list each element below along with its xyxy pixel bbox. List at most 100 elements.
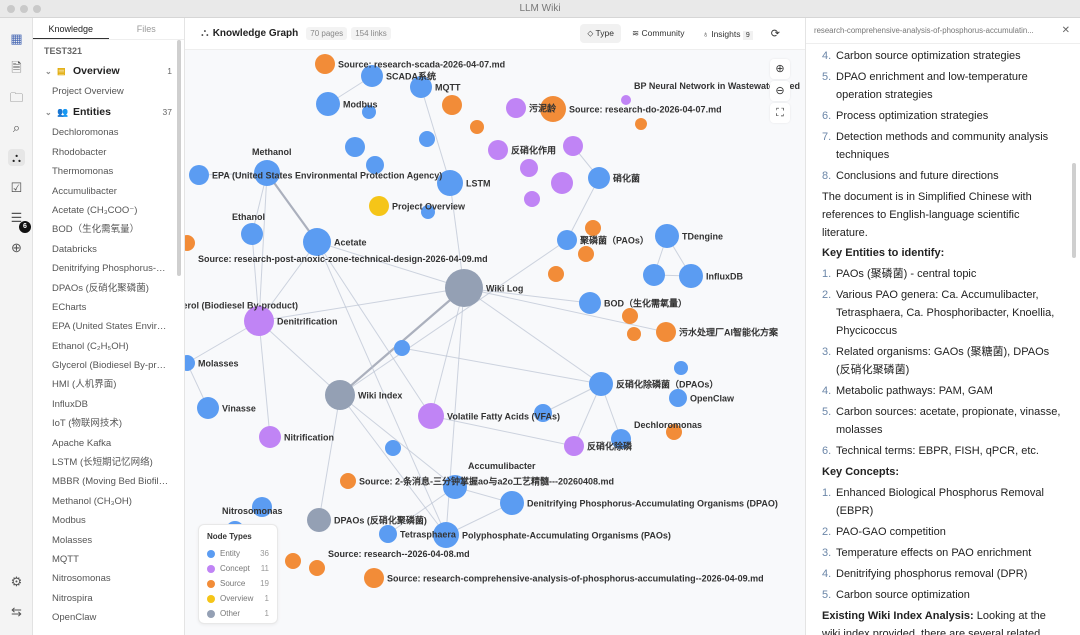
node-circle-entity[interactable] — [394, 340, 410, 356]
node-circle-entity[interactable] — [674, 361, 688, 375]
node-circle-source[interactable] — [627, 327, 641, 341]
node-circle-entity[interactable] — [579, 292, 601, 314]
graph-node[interactable] — [366, 156, 384, 174]
node-circle-source[interactable] — [185, 235, 195, 251]
community-button[interactable]: ≋ Community — [625, 24, 691, 43]
graph-node[interactable] — [437, 170, 463, 196]
sidebar-item[interactable]: Acetate (CH₃COO⁻) — [52, 204, 138, 216]
graph-node[interactable] — [506, 98, 526, 118]
node-circle-source[interactable] — [585, 220, 601, 236]
sidebar-item[interactable]: Nitrosomonas — [52, 573, 111, 585]
node-circle-entity[interactable] — [557, 230, 577, 250]
node-circle-entity[interactable] — [189, 165, 209, 185]
node-circle-entity[interactable] — [303, 228, 331, 256]
node-circle-entity[interactable] — [437, 170, 463, 196]
graph-node[interactable] — [340, 473, 356, 489]
node-circle-concept[interactable] — [488, 140, 508, 160]
node-circle-overview[interactable] — [369, 196, 389, 216]
graph-node[interactable] — [421, 205, 435, 219]
sidebar-item[interactable]: Modbus — [52, 515, 86, 527]
graph-node[interactable] — [627, 327, 641, 341]
node-circle-source[interactable] — [656, 322, 676, 342]
graph-node[interactable] — [442, 95, 462, 115]
graph-node[interactable] — [379, 525, 397, 543]
document-icon[interactable]: 🗎 — [11, 60, 22, 75]
graph-node[interactable] — [361, 65, 383, 87]
node-circle-other[interactable] — [325, 380, 355, 410]
sidebar-item[interactable]: Dechloromonas — [52, 127, 119, 139]
node-circle-source[interactable] — [315, 54, 335, 74]
graph-node[interactable] — [285, 553, 301, 569]
sidebar-item[interactable]: Accumulibacter — [52, 185, 117, 197]
graph-node[interactable] — [622, 308, 638, 324]
graph-node[interactable] — [418, 403, 444, 429]
close-icon[interactable]: ✕ — [1061, 25, 1070, 36]
node-circle-concept[interactable] — [244, 306, 274, 336]
graph-node[interactable] — [551, 172, 573, 194]
graph-node[interactable] — [254, 160, 280, 186]
graph-node[interactable] — [394, 340, 410, 356]
tab-files[interactable]: Files — [136, 24, 156, 34]
node-circle-entity[interactable] — [197, 397, 219, 419]
graph-node[interactable] — [362, 105, 376, 119]
node-circle-entity[interactable] — [669, 389, 687, 407]
legend-row-entity[interactable]: Entity 36 — [207, 546, 269, 561]
node-circle-source[interactable] — [540, 96, 566, 122]
settings-icon[interactable]: ⚙ — [10, 574, 23, 589]
graph-node[interactable] — [488, 140, 508, 160]
graph-node[interactable] — [666, 424, 682, 440]
list-icon[interactable]: ☰ — [10, 210, 23, 225]
graph-node[interactable] — [185, 355, 195, 371]
window-controls[interactable] — [7, 5, 41, 13]
node-circle-entity[interactable] — [500, 491, 524, 515]
graph-node[interactable] — [557, 230, 577, 250]
node-circle-entity[interactable] — [410, 76, 432, 98]
graph-node[interactable] — [369, 196, 389, 216]
graph-icon[interactable]: ⛬ — [8, 149, 25, 166]
graph-node[interactable] — [540, 96, 566, 122]
zoom-light[interactable] — [33, 5, 41, 13]
graph-node[interactable] — [445, 269, 483, 307]
node-circle-entity[interactable] — [588, 167, 610, 189]
graph-node[interactable] — [635, 118, 647, 130]
node-circle-source[interactable] — [442, 95, 462, 115]
graph-node[interactable] — [410, 76, 432, 98]
node-circle-entity[interactable] — [611, 429, 631, 449]
graph-node[interactable] — [588, 167, 610, 189]
sidebar-item[interactable]: Methanol (CH₃OH) — [52, 495, 132, 507]
graph-node[interactable] — [385, 440, 401, 456]
refresh-button[interactable]: ⟳ — [770, 28, 780, 40]
node-circle-entity[interactable] — [241, 223, 263, 245]
node-circle-concept[interactable] — [564, 436, 584, 456]
graph-node[interactable] — [674, 361, 688, 375]
sidebar-item[interactable]: Project Overview — [52, 86, 124, 97]
node-circle-entity[interactable] — [679, 264, 703, 288]
sidebar-item[interactable]: Rhodobacter — [52, 146, 107, 158]
node-circle-entity[interactable] — [655, 224, 679, 248]
node-circle-source[interactable] — [548, 266, 564, 282]
node-circle-entity[interactable] — [379, 525, 397, 543]
search-icon[interactable]: ⌕ — [12, 120, 21, 135]
clipboard-check-icon[interactable]: ☑ — [10, 180, 23, 195]
globe-icon[interactable]: ⊕ — [11, 240, 22, 255]
graph-node[interactable] — [520, 159, 538, 177]
node-circle-source[interactable] — [578, 246, 594, 262]
graph-node[interactable] — [579, 292, 601, 314]
sidebar-item[interactable]: DPAOs (反硝化聚磷菌) — [52, 282, 149, 294]
node-circle-concept[interactable] — [259, 426, 281, 448]
graph-node[interactable] — [315, 54, 335, 74]
graph-node[interactable] — [259, 426, 281, 448]
node-circle-entity[interactable] — [252, 497, 272, 517]
node-circle-concept[interactable] — [524, 191, 540, 207]
node-circle-concept[interactable] — [520, 159, 538, 177]
graph-node[interactable] — [534, 404, 552, 422]
node-circle-entity[interactable] — [385, 440, 401, 456]
node-circle-entity[interactable] — [433, 522, 459, 548]
graph-node[interactable] — [524, 191, 540, 207]
node-circle-entity[interactable] — [362, 105, 376, 119]
sidebar-item[interactable]: LSTM (长短期记忆网络) — [52, 457, 153, 469]
graph-node[interactable] — [621, 95, 631, 105]
sidebar-item[interactable]: Glycerol (Biodiesel By-product) — [52, 360, 183, 372]
node-circle-entity[interactable] — [643, 264, 665, 286]
node-circle-entity[interactable] — [366, 156, 384, 174]
